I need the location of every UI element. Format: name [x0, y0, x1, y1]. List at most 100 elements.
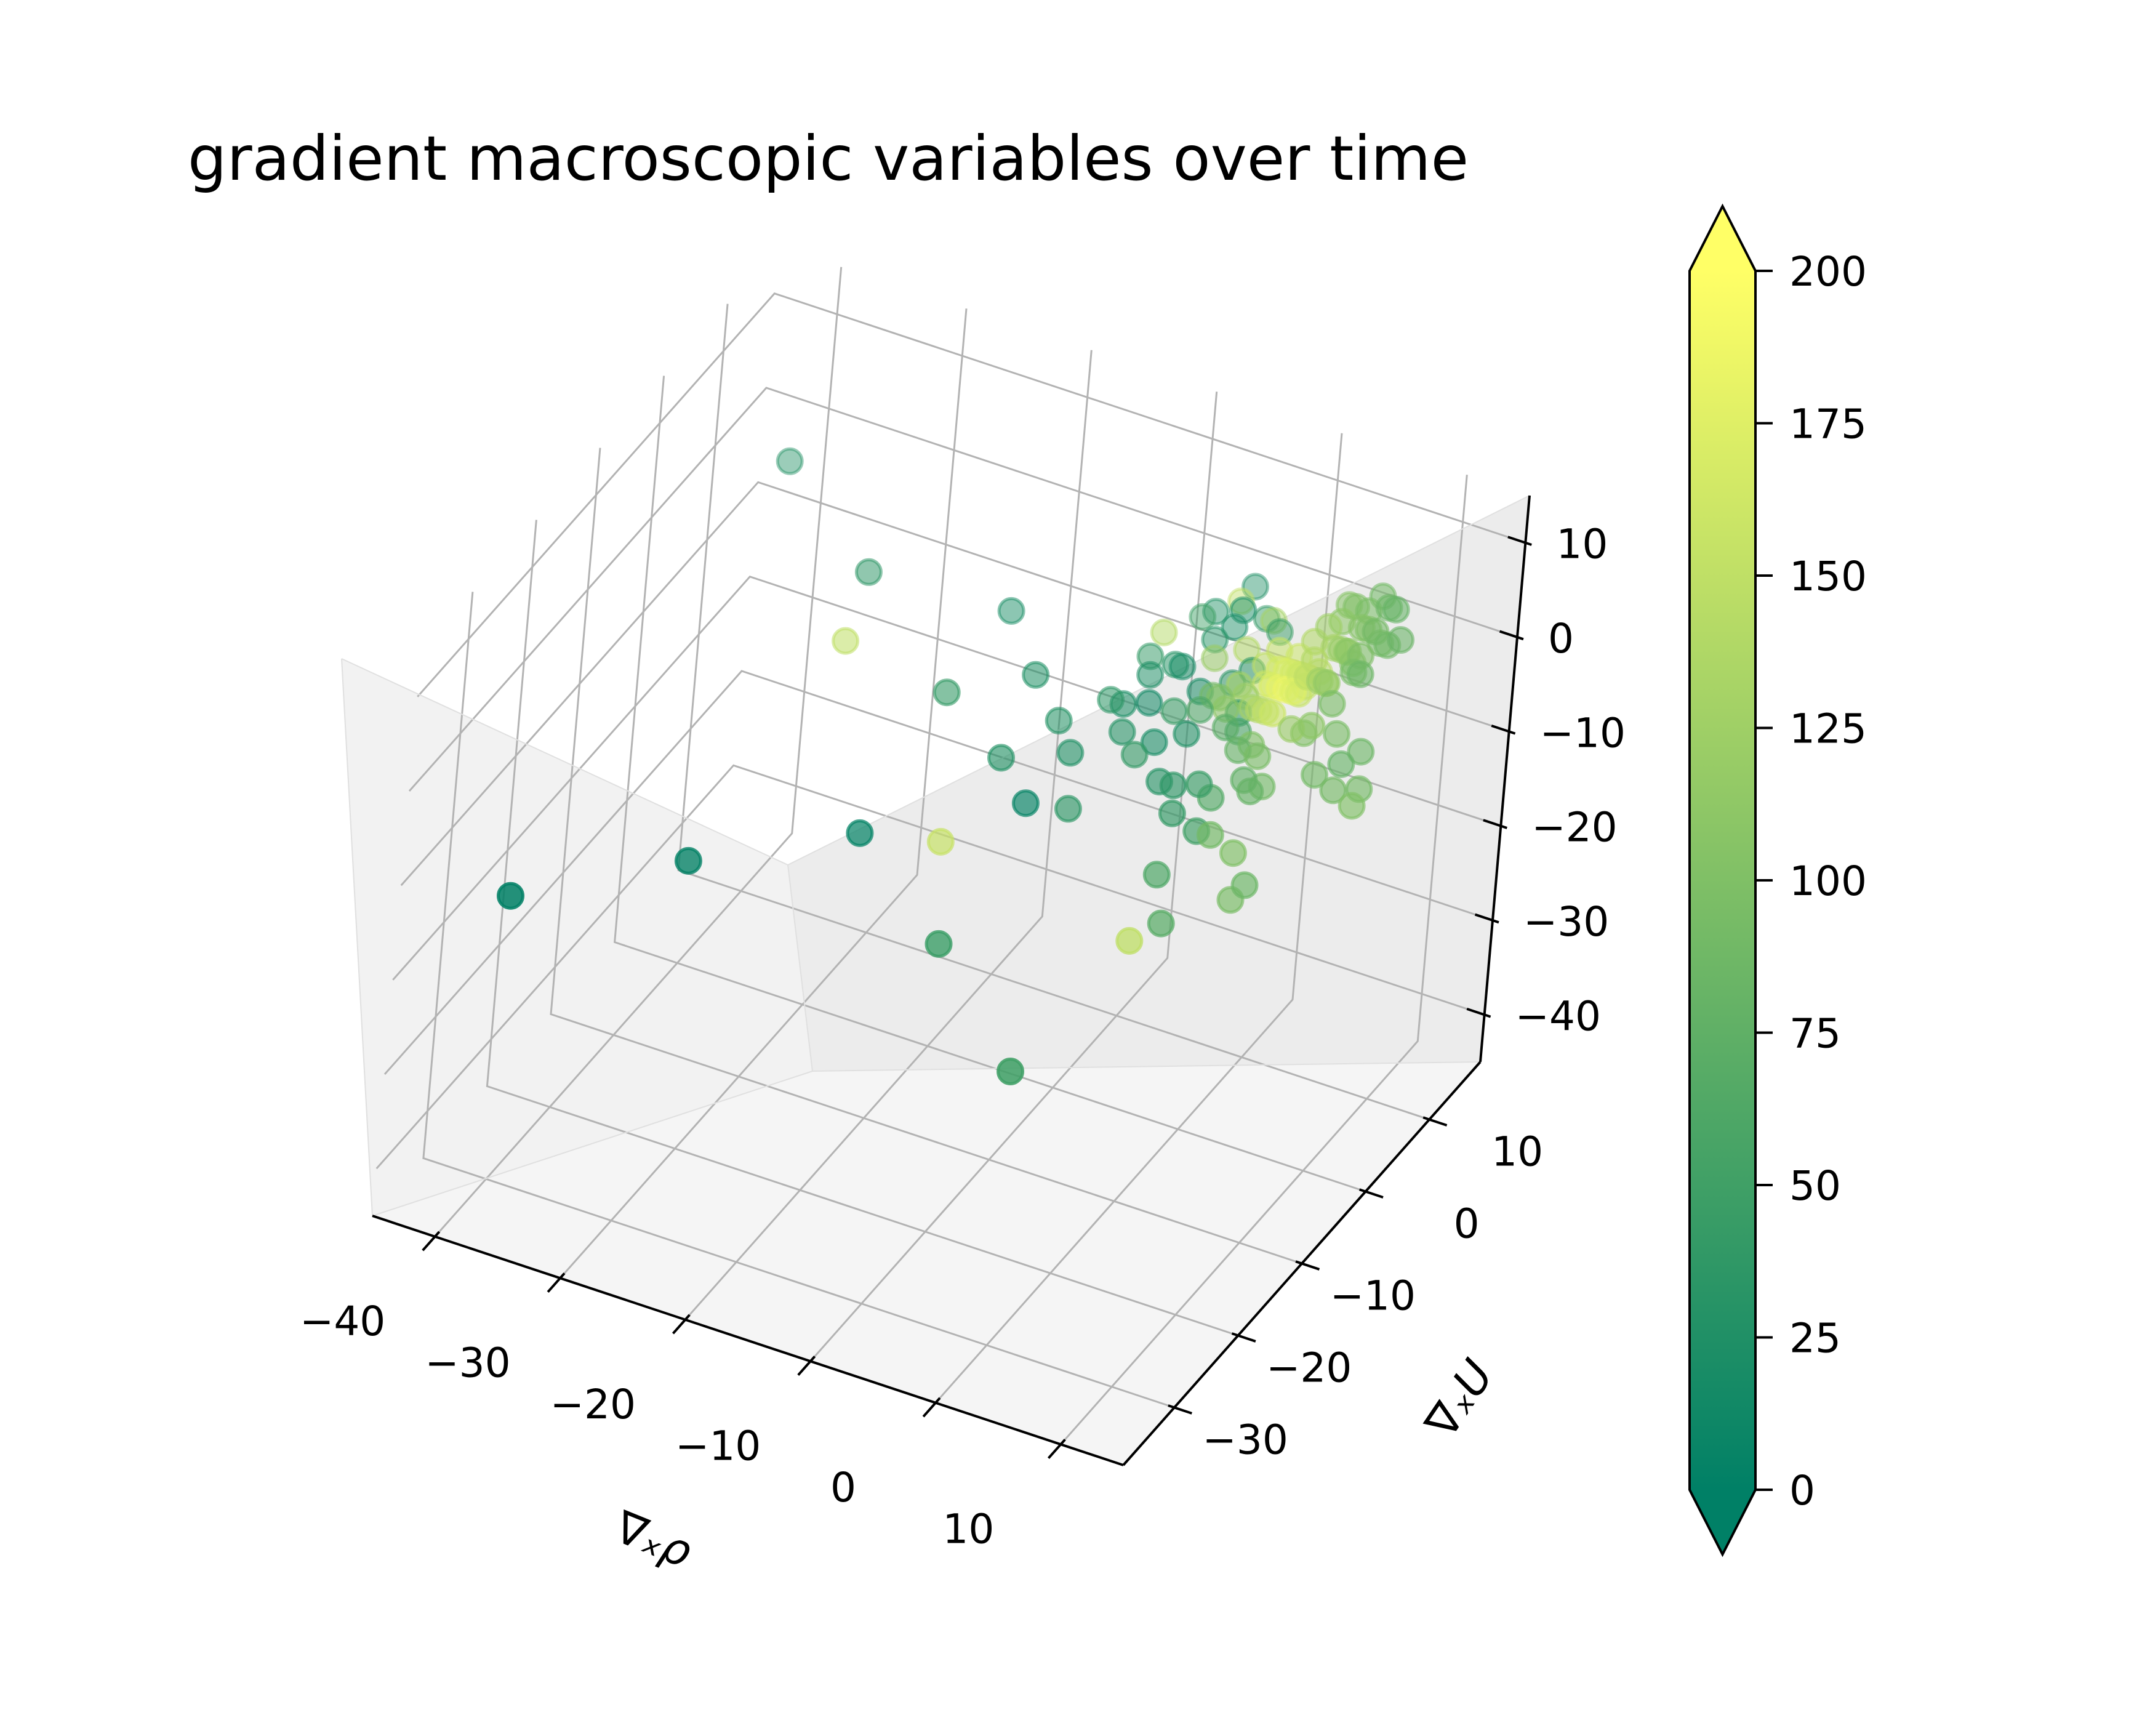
data-point-53 [1259, 699, 1286, 728]
data-point-102 [1185, 770, 1213, 798]
data-point-81 [1346, 660, 1374, 688]
chart-title: gradient macroscopic variables over time [188, 123, 1469, 195]
grid-x-1 [559, 308, 968, 1279]
data-point-25 [1135, 689, 1163, 717]
y-tick-label-2: −10 [1330, 1272, 1416, 1320]
data-point-90 [1323, 720, 1350, 748]
data-point-13 [1045, 707, 1073, 735]
data-point-11 [997, 597, 1025, 625]
data-point-116 [1211, 713, 1240, 742]
z-tick-label-5: 10 [1556, 521, 1608, 568]
y-axis-label: ∇ₓU [1414, 1351, 1503, 1448]
data-point-94 [1243, 742, 1272, 770]
data-point-130 [1387, 626, 1415, 654]
z-tick-label-2: −20 [1531, 804, 1617, 851]
colorbar-extend-min [1690, 1490, 1755, 1554]
pane-edge-3 [341, 658, 788, 866]
grid-lines [341, 267, 1530, 1445]
data-point-21 [1173, 720, 1201, 748]
data-point-114 [1160, 697, 1189, 725]
x-axis-label: ∇ₓρ [608, 1500, 699, 1577]
z-tick-label-0: −40 [1515, 992, 1601, 1040]
colorbar-tick-label-3: 75 [1789, 1010, 1841, 1058]
z-tick-mark-5 [1507, 536, 1532, 546]
pane-left [342, 659, 812, 1216]
data-point-6 [933, 678, 961, 707]
data-point-100 [1158, 799, 1186, 827]
grid-z-4 [408, 387, 1518, 792]
data-point-32 [1241, 573, 1269, 601]
y-tick-mark-3 [1358, 1188, 1384, 1199]
z-tick-mark-4 [1499, 630, 1524, 641]
pane-edge-2 [812, 1061, 1481, 1072]
data-point-98 [1230, 871, 1259, 899]
data-point-92 [1319, 776, 1347, 805]
data-point-78 [1318, 689, 1346, 718]
data-point-8 [997, 1058, 1024, 1085]
data-point-0 [497, 882, 524, 910]
data-point-113 [1108, 718, 1136, 746]
grid-z-5 [417, 292, 1526, 697]
data-point-110 [1189, 603, 1217, 631]
x-tick-mark-4 [922, 1397, 941, 1418]
data-point-115 [1186, 696, 1214, 724]
z-tick-mark-3 [1491, 724, 1516, 735]
y-tick-label-4: 10 [1491, 1128, 1543, 1176]
data-point-3 [1011, 789, 1040, 818]
data-point-5 [854, 558, 883, 586]
x-tick-label-4: 0 [830, 1464, 856, 1511]
y-tick-mark-1 [1231, 1332, 1256, 1343]
data-point-40 [1147, 909, 1175, 938]
z-tick-label-1: −30 [1523, 898, 1609, 946]
colorbar-tick-label-5: 125 [1789, 705, 1867, 753]
colorbar-extend-max [1690, 206, 1755, 271]
data-point-26 [1168, 653, 1197, 681]
z-axis-line [1479, 495, 1531, 1063]
grid-y-2 [550, 448, 1302, 1264]
data-point-35 [1229, 596, 1258, 624]
data-point-86 [1301, 761, 1328, 789]
grid-x-3 [809, 392, 1218, 1362]
data-point-39 [1142, 861, 1171, 889]
z-tick-label-3: −10 [1540, 709, 1626, 757]
data-point-119 [1298, 712, 1326, 740]
data-point-2 [846, 819, 874, 847]
y-tick-mark-4 [1422, 1116, 1448, 1127]
x-tick-mark-0 [422, 1231, 441, 1252]
colorbar-tick-label-1: 25 [1789, 1315, 1841, 1362]
x-tick-label-3: −10 [675, 1422, 761, 1469]
x-tick-mark-3 [797, 1356, 816, 1376]
colorbar-gradient [1690, 271, 1755, 1490]
tick-labels: −40−30−20−10010−30−20−10010−40−30−20−100… [300, 521, 1626, 1553]
data-point-43 [1115, 926, 1144, 955]
pane-edge-1 [372, 1071, 813, 1216]
data-point-1 [674, 846, 702, 875]
data-point-9 [832, 627, 860, 655]
grid-z-1 [383, 670, 1493, 1075]
data-point-80 [1382, 595, 1410, 624]
data-point-88 [1347, 737, 1375, 766]
data-point-42 [1236, 778, 1264, 806]
grid-z-0 [375, 764, 1485, 1170]
grid-x-0 [434, 267, 843, 1237]
z-tick-mark-2 [1483, 819, 1507, 829]
data-point-18 [1054, 795, 1082, 823]
pane-edge-5 [341, 658, 373, 1216]
x-tick-label-2: −20 [550, 1381, 636, 1428]
data-point-33 [1202, 598, 1230, 626]
data-point-101 [1159, 771, 1187, 800]
grid-y-1 [486, 520, 1238, 1336]
colorbar-tick-label-6: 150 [1789, 553, 1867, 600]
z-tick-mark-1 [1474, 913, 1499, 924]
x-tick-label-1: −30 [425, 1339, 510, 1386]
x-tick-mark-1 [547, 1272, 566, 1293]
data-point-10 [926, 827, 955, 856]
data-point-108 [1200, 644, 1229, 672]
colorbar-tick-label-0: 0 [1789, 1467, 1815, 1514]
x-axis-line [372, 1215, 1124, 1466]
pane-edge-0 [787, 864, 813, 1072]
data-point-7 [925, 930, 953, 958]
y-tick-mark-2 [1295, 1260, 1320, 1271]
x-tick-mark-5 [1047, 1439, 1066, 1460]
